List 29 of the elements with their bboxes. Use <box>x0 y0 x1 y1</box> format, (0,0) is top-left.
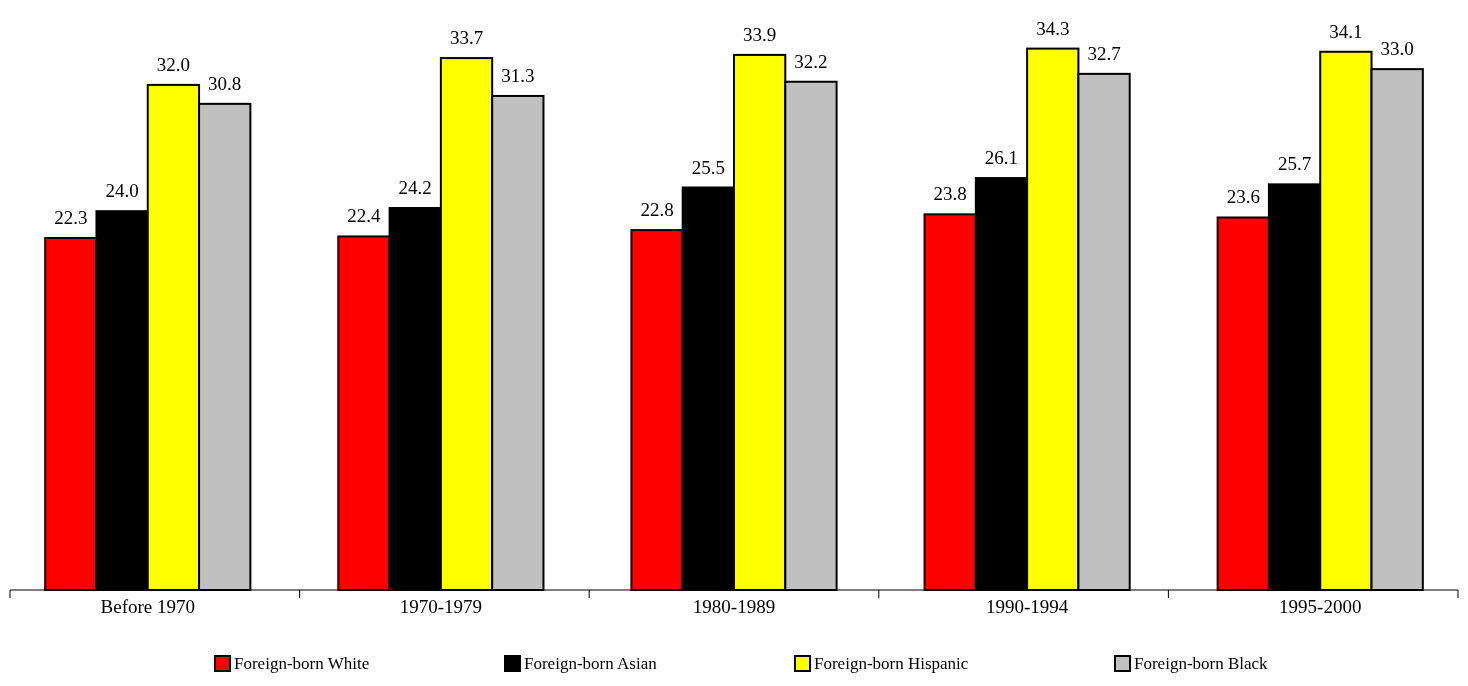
data-label: 32.7 <box>1087 42 1121 64</box>
x-tick-label: 1995-2000 <box>1279 596 1362 617</box>
data-label: 31.3 <box>501 64 535 86</box>
legend-label: Foreign-born Hispanic <box>814 654 969 673</box>
data-label: 34.3 <box>1036 17 1070 39</box>
data-label: 26.1 <box>984 147 1019 169</box>
data-label: 32.2 <box>794 50 828 72</box>
data-label: 22.3 <box>54 207 88 229</box>
x-tick-label: 1990-1994 <box>985 596 1069 617</box>
data-label: 33.0 <box>1380 38 1414 60</box>
data-label: 24.0 <box>105 180 139 202</box>
legend-label: Foreign-born White <box>234 654 370 673</box>
data-label: 24.2 <box>398 177 432 199</box>
data-label: 23.8 <box>933 183 967 205</box>
data-label: 33.9 <box>743 23 777 45</box>
data-label: 30.8 <box>208 72 242 94</box>
data-label: 25.5 <box>691 156 725 178</box>
x-tick-label: Before 1970 <box>100 596 195 617</box>
data-label: 22.8 <box>640 199 674 221</box>
x-tick-label: 1980-1989 <box>692 596 776 617</box>
data-label: 22.4 <box>347 205 382 227</box>
legend-label: Foreign-born Black <box>1134 654 1269 673</box>
data-label: 32.0 <box>156 53 191 75</box>
data-label: 33.7 <box>449 27 484 49</box>
legend-label: Foreign-born Asian <box>524 654 658 673</box>
data-label: 34.1 <box>1329 20 1363 42</box>
data-label: 23.6 <box>1226 186 1260 208</box>
x-tick-label: 1970-1979 <box>399 596 483 617</box>
data-label: 25.7 <box>1277 153 1312 175</box>
